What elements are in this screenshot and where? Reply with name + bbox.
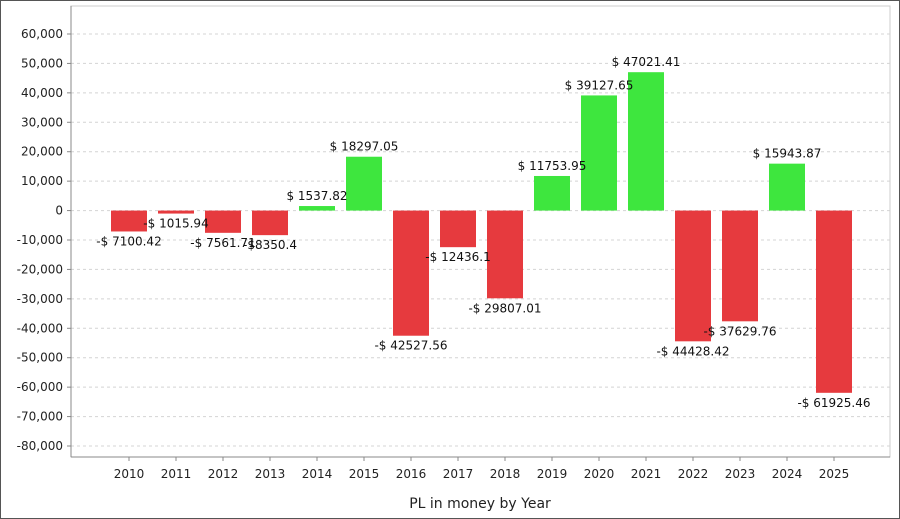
x-axis-title: PL in money by Year	[409, 496, 551, 512]
data-label-2019: $ 11753.95	[518, 159, 587, 173]
x-tick-label: 2021	[631, 467, 662, 481]
bar-2013	[252, 210, 288, 236]
x-tick-label: 2020	[584, 467, 615, 481]
data-label-2015: $ 18297.05	[330, 140, 399, 154]
grid-lines	[70, 5, 891, 458]
bar-2019	[534, 175, 570, 211]
y-tick-label: 30,000	[21, 115, 63, 129]
x-tick-label: 2014	[302, 467, 333, 481]
bar-2015	[346, 156, 382, 211]
data-label-2012: -$ 7561.71	[190, 236, 255, 250]
data-label-2021: $ 47021.41	[612, 55, 681, 69]
x-tick-label: 2019	[537, 467, 568, 481]
x-tick-label: 2011	[161, 467, 192, 481]
x-tick-label: 2022	[678, 467, 709, 481]
bar-2021	[628, 72, 664, 211]
x-tick-label: 2018	[490, 467, 521, 481]
y-tick-label: -70,000	[17, 410, 63, 424]
y-tick-label: 20,000	[21, 145, 63, 159]
x-tick-label: 2017	[443, 467, 474, 481]
data-label-2011: -$ 1015.94	[143, 217, 208, 231]
bar-2018	[487, 210, 523, 299]
y-tick-label: -50,000	[17, 351, 63, 365]
y-tick-label: 40,000	[21, 86, 63, 100]
y-axis: 60,000 50,000 40,000 30,000 20,000 10,000 0 -10…	[17, 6, 72, 457]
y-tick-label: 0	[55, 204, 63, 218]
x-tick-label: 2024	[772, 467, 803, 481]
y-tick-label: 10,000	[21, 174, 63, 188]
x-axis: 2010 2011 2012 2013 2014 2015 2016 2017 2018 2019…	[71, 456, 890, 481]
plot-area	[70, 5, 891, 458]
data-label-2022: -$ 44428.42	[656, 344, 729, 358]
bar-2025	[816, 210, 852, 393]
y-tick-label: 60,000	[21, 27, 63, 41]
data-label-2017: -$ 12436.1	[425, 250, 490, 264]
data-label-2014: $ 1537.82	[286, 189, 347, 203]
bar-2017	[440, 210, 476, 248]
data-label-2023: -$ 37629.76	[703, 324, 776, 338]
data-label-2016: -$ 42527.56	[374, 339, 447, 353]
bar-2020	[581, 95, 617, 211]
data-label-2025: -$ 61925.46	[797, 396, 870, 410]
y-tick-label: -60,000	[17, 380, 63, 394]
bar-2016	[393, 210, 429, 336]
x-tick-label: 2010	[114, 467, 145, 481]
bar-2023	[722, 210, 758, 322]
y-tick-label: -80,000	[17, 439, 63, 453]
bar-series	[111, 72, 852, 393]
bar-2011	[158, 210, 194, 214]
data-labels: -$ 7100.42 -$ 1015.94 -$ 7561.71-$8350.4 $ …	[96, 55, 870, 410]
x-tick-label: 2016	[396, 467, 427, 481]
y-tick-label: -10,000	[17, 233, 63, 247]
data-label-2020: $ 39127.65	[565, 78, 634, 92]
y-tick-label: -40,000	[17, 321, 63, 335]
y-tick-label: -20,000	[17, 262, 63, 276]
x-tick-label: 2012	[208, 467, 239, 481]
bar-2012	[205, 210, 241, 233]
bar-2024	[769, 163, 805, 211]
data-label-2018: -$ 29807.01	[468, 301, 541, 315]
data-label-2013: -$8350.4	[243, 238, 297, 252]
x-tick-label: 2023	[725, 467, 756, 481]
x-tick-label: 2013	[255, 467, 286, 481]
bar-2010	[111, 210, 147, 232]
data-label-2010: -$ 7100.42	[96, 234, 161, 248]
y-tick-label: 50,000	[21, 56, 63, 70]
bar-2014	[299, 206, 335, 211]
y-tick-label: -30,000	[17, 292, 63, 306]
x-tick-label: 2025	[819, 467, 850, 481]
x-tick-label: 2015	[349, 467, 380, 481]
data-label-2024: $ 15943.87	[753, 147, 822, 161]
bar-2022	[675, 210, 711, 342]
